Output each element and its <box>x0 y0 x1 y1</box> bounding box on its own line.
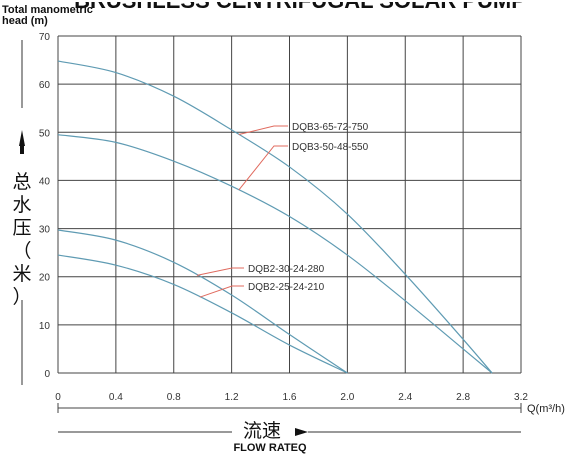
x-axis-arrow-head <box>295 428 308 436</box>
y-axis-label-cn: 总水压（米） <box>12 171 31 308</box>
x-axis-label-cn: 流速 <box>243 420 281 442</box>
y-axis-label-cn-char: 总 <box>12 171 31 193</box>
annotation-leader-line <box>199 285 244 298</box>
x-tick-label: 3.2 <box>514 392 528 403</box>
series-annotation-label: DQB3-65-72-750 <box>292 122 369 133</box>
x-scale-ruler <box>57 403 522 413</box>
y-tick-label: 20 <box>39 273 51 284</box>
y-axis-label-cn-char: 米 <box>12 263 31 285</box>
y-axis-label-en-line2: head (m) <box>2 15 48 27</box>
series-line <box>57 254 348 374</box>
series-annotation-label: DQB2-25-24-210 <box>248 282 325 293</box>
chart-grid <box>57 35 522 374</box>
y-tick-label: 0 <box>44 369 50 380</box>
annotation-leader-line <box>238 145 288 191</box>
y-tick-label: 30 <box>39 225 51 236</box>
y-tick-label: 70 <box>39 32 51 43</box>
x-tick-label: 2.8 <box>456 392 470 403</box>
annotation-leader-line <box>238 125 288 135</box>
series-annotation-label: DQB3-50-48-550 <box>292 142 369 153</box>
series-line <box>57 60 493 374</box>
y-axis-label-cn-char: 水 <box>12 194 31 216</box>
y-tick-label: 60 <box>39 80 51 91</box>
x-tick-label: 0.8 <box>167 392 181 403</box>
x-tick-label: 1.2 <box>225 392 239 403</box>
series-annotations: DQB3-65-72-750 DQB3-50-48-550 DQB2-30-24-2… <box>196 122 369 298</box>
series-line <box>57 229 348 374</box>
y-axis-arrow-head <box>19 130 25 146</box>
annotation-leader-line <box>196 267 244 276</box>
x-tick-label: 0 <box>55 392 61 403</box>
y-axis-label-cn-char: （ <box>12 240 31 262</box>
series-line <box>57 134 493 374</box>
y-axis-label-en-line1: Total manometric <box>2 4 93 16</box>
series-annotation-label: DQB2-30-24-280 <box>248 264 325 275</box>
x-tick-label: 1.6 <box>283 392 297 403</box>
x-tick-label: 0.4 <box>109 392 123 403</box>
series-lines <box>57 60 493 374</box>
x-axis-label-en: FLOW RATEQ <box>233 442 307 454</box>
x-tick-label: 2.0 <box>340 392 354 403</box>
y-tick-label: 10 <box>39 321 51 332</box>
x-axis-unit: Q(m³/h) <box>527 403 565 415</box>
y-tick-label: 50 <box>39 128 51 139</box>
x-tick-label: 2.4 <box>398 392 412 403</box>
y-tick-label: 40 <box>39 176 51 187</box>
chart-title-banner: BRUSHLESS CENTRIFUGAL SOLAR PUMP <box>74 0 526 13</box>
y-axis-label-cn-char: 压 <box>12 217 31 239</box>
y-axis-label-cn-char: ） <box>12 286 31 308</box>
axis-ticks: 0 10 20 30 40 50 60 70 0 0.4 0.8 1.2 1.6 2.0 2.4 2.8 3.2 <box>39 32 529 403</box>
